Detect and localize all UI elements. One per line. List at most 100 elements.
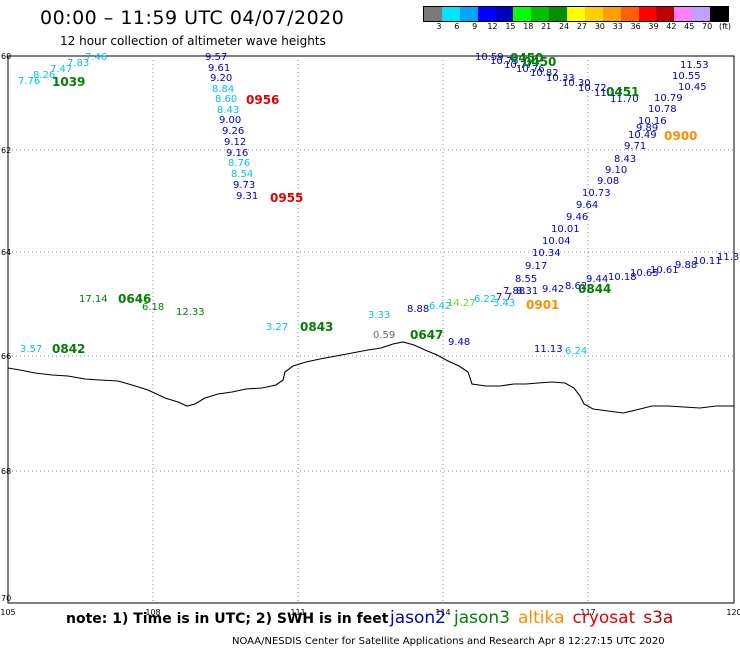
wave-height-value: 11.70 (610, 94, 639, 105)
longitude-label: 108 (145, 608, 160, 617)
page-title: 00:00 – 11:59 UTC 04/07/2020 (40, 7, 345, 29)
wave-height-value: 11.53 (680, 60, 709, 71)
wave-height-value: 9.17 (525, 261, 547, 272)
map-frame (7, 55, 735, 604)
longitude-label: 111 (290, 608, 305, 617)
wave-height-value: 8.76 (228, 158, 250, 169)
scale-swatch-13 (656, 7, 675, 21)
scale-label: 33 (612, 22, 623, 31)
wave-height-value: 9.57 (205, 52, 227, 63)
longitude-label: 114 (435, 608, 450, 617)
wave-height-value: 9.48 (448, 337, 470, 348)
longitude-label: 117 (580, 608, 595, 617)
scale-label: 6 (454, 22, 460, 31)
pass-time-label: 0843 (300, 320, 333, 334)
latitude-label: 70 (1, 594, 11, 603)
wave-height-value: 6.24 (565, 346, 587, 357)
wave-height-value: 9.88 (675, 260, 697, 271)
wave-height-value: 9.73 (233, 180, 255, 191)
wave-height-value: 7.88 (503, 286, 525, 297)
wave-height-value: 9.16 (226, 148, 248, 159)
scale-label: 45 (684, 22, 695, 31)
wave-height-value: 9.00 (219, 115, 241, 126)
longitude-labels: 105 108 111 114 117 120 (0, 608, 740, 617)
pass-time-label: 0646 (118, 292, 151, 306)
scale-swatch-7 (549, 7, 567, 21)
wave-height-value: 10.59 (475, 52, 504, 63)
pass-time-label: 0450 (523, 55, 556, 69)
pass-time-label: 0842 (52, 342, 85, 356)
wave-height-value: 8.43 (614, 154, 636, 165)
scale-swatch-10 (602, 7, 621, 21)
wave-height-value: 10.33 (546, 73, 575, 84)
wave-height-value: 17.14 (79, 294, 108, 305)
wave-height-value: 10.78 (648, 104, 677, 115)
scale-swatch-16 (710, 7, 728, 21)
wave-height-value: 10.55 (672, 71, 701, 82)
wave-height-value: 8.43 (217, 105, 239, 116)
wave-height-value: 10.30 (562, 78, 591, 89)
wave-height-value: 10.82 (530, 68, 559, 79)
wave-height-value: 8.26 (33, 70, 55, 81)
wave-height-value: 9.44 (586, 274, 608, 285)
wave-height-value: 9.31 (236, 191, 258, 202)
wave-height-value: 10.72 (578, 83, 607, 94)
wave-height-value: 10.01 (551, 224, 580, 235)
wave-height-value: 8.55 (515, 274, 537, 285)
wave-height-value: 10.45 (678, 82, 707, 93)
latitude-label: 66 (1, 352, 11, 361)
wave-height-value: 7.46 (85, 52, 107, 63)
scale-label: 27 (576, 22, 588, 31)
page-subtitle: 12 hour collection of altimeter wave hei… (60, 34, 326, 48)
wave-height-value: 8.62 (565, 281, 587, 292)
wave-height-value: 3.27 (266, 322, 288, 333)
wave-height-value: 10.65 (630, 268, 659, 279)
wave-height-value: 7.76 (18, 76, 40, 87)
wave-height-value: 7.47 (50, 64, 72, 75)
scale-swatch-8 (567, 7, 585, 21)
wave-height-value: 3.57 (20, 344, 42, 355)
wave-height-value: 9.64 (576, 200, 598, 211)
pass-time-label: 1039 (52, 75, 85, 89)
wave-height-value: 10.16 (638, 116, 667, 127)
scale-swatch-9 (584, 7, 603, 21)
wave-height-value: 10.73 (582, 188, 611, 199)
scale-swatch-15 (692, 7, 710, 21)
wave-height-value: 12.33 (176, 307, 205, 318)
wave-height-value: 7.7 (496, 292, 512, 303)
wave-height-value: 7.83 (67, 58, 89, 69)
latitude-label: 60 (1, 52, 11, 61)
pass-time-label: 0844 (578, 282, 611, 296)
pass-time-label: 0450 (510, 51, 543, 65)
scale-label: 24 (558, 22, 570, 31)
scale-swatch-2 (459, 7, 478, 21)
coastline (7, 341, 734, 414)
wave-height-value: 6.18 (142, 302, 164, 313)
satellite-legend-jason3: jason3 (454, 608, 510, 628)
wave-height-value: 9.08 (597, 176, 619, 187)
pass-time-label: 0900 (664, 129, 697, 143)
wave-height-value: 10.75 (490, 56, 519, 67)
scale-label: 21 (541, 22, 552, 31)
scale-swatch-6 (531, 7, 550, 21)
wave-height-value: 3.33 (368, 310, 390, 321)
credit-line: NOAA/NESDIS Center for Satellite Applica… (232, 636, 665, 647)
latitude-labels: 60 62 64 66 68 70 (1, 52, 11, 603)
scale-label: 36 (630, 22, 641, 31)
wave-height-value: 9.26 (222, 126, 244, 137)
wave-height-value: 6.22 (474, 294, 496, 305)
wave-height-value: 8.84 (212, 84, 234, 95)
wave-height-value: 11.3 (717, 252, 739, 263)
wave-height-value: 9.20 (210, 73, 232, 84)
wave-height-value: 6.42 (429, 301, 451, 312)
scale-label: 39 (648, 22, 659, 31)
wave-height-tracks: 7.768.267.477.837.46 9.579.619.208.848.60… (18, 52, 739, 357)
scale-label: (ft) (718, 22, 732, 31)
wave-height-value: 8.88 (407, 304, 429, 315)
wave-height-value: 8.31 (516, 286, 538, 297)
scale-label: 3 (436, 22, 442, 31)
satellite-legend-cryosat: cryosat (572, 608, 636, 628)
satellite-legend-s3a: s3a (643, 608, 674, 628)
